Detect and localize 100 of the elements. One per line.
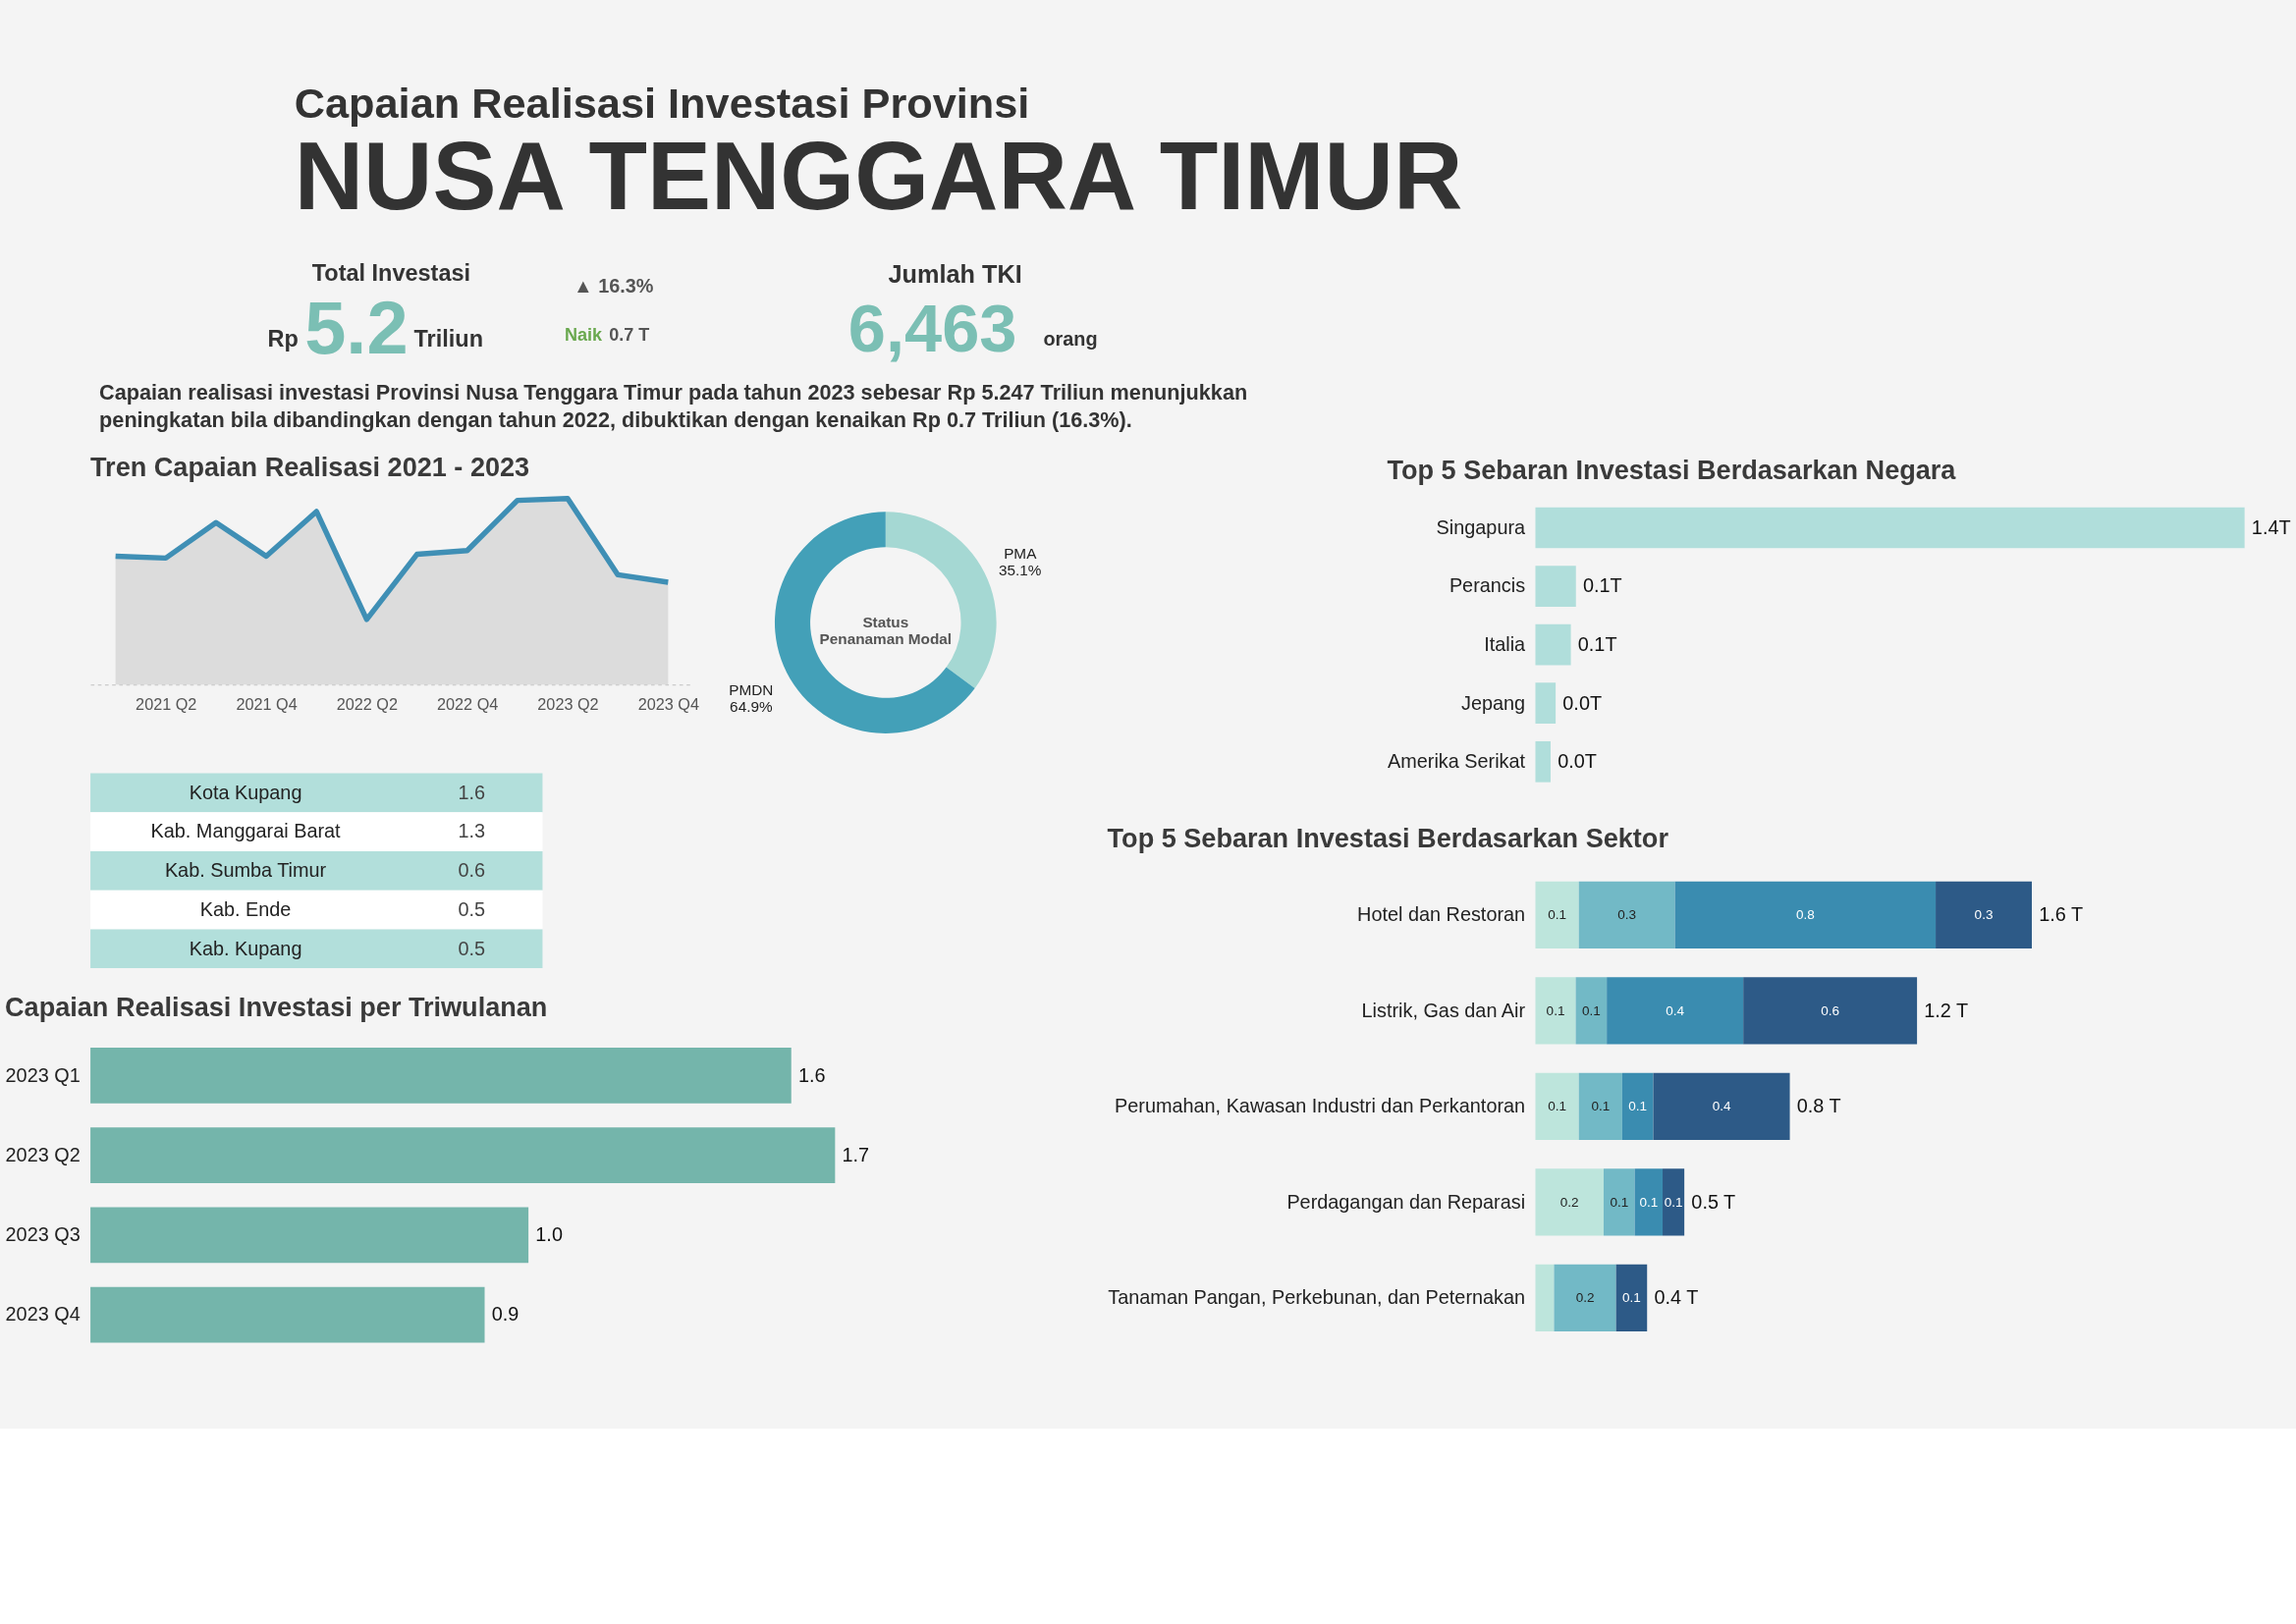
total-label: 0.8 T: [1796, 1095, 1841, 1117]
bar: [1554, 1264, 1616, 1332]
bar: [1603, 1168, 1635, 1236]
chart-title: Top 5 Sebaran Investasi Berdasarkan Negara: [1387, 454, 1957, 485]
data-label: 0.1: [1639, 1194, 1659, 1210]
data-label: 0.0T: [1562, 691, 1603, 714]
bar: [1535, 1168, 1604, 1236]
data-label: 0.2: [1575, 1290, 1595, 1306]
data-label: 64.9%: [730, 697, 773, 715]
text: ▲ 16.3%: [574, 275, 654, 298]
total-label: 1.6 T: [2039, 903, 2084, 926]
data-label: 0.3: [1617, 907, 1637, 923]
data-label: 35.1%: [999, 562, 1042, 579]
data-label: 0.1: [1610, 1194, 1629, 1210]
text: Jumlah TKI: [888, 260, 1022, 289]
donut-slice: [775, 512, 975, 733]
data-label: 0.1: [1581, 1002, 1601, 1018]
text: 5.2: [304, 285, 409, 369]
slice-label: PMDN: [729, 680, 774, 698]
y-tick-label: Jepang: [1460, 691, 1526, 714]
bar: [1535, 682, 1557, 725]
bar: [90, 1207, 529, 1264]
y-tick-label: Singapura: [1436, 515, 1527, 538]
data-label: 0.0T: [1558, 750, 1597, 773]
y-tick-label: Tanaman Pangan, Perkebunan, dan Peternakan: [1108, 1286, 1526, 1309]
chart-title: Tren Capaian Realisasi 2021 - 2023: [90, 452, 530, 483]
bar: [1743, 977, 1918, 1045]
bar: [1535, 740, 1551, 783]
bar: [1634, 1168, 1664, 1236]
total-label: 0.5 T: [1691, 1190, 1736, 1213]
data-label: 1.0: [535, 1223, 563, 1246]
data-label: 1.6: [458, 781, 486, 803]
y-tick-label: Perdagangan dan Reparasi: [1286, 1190, 1526, 1213]
data-label: 0.2: [1559, 1194, 1579, 1210]
data-label: 0.9: [491, 1303, 519, 1326]
bar: [1535, 566, 1576, 607]
y-tick-label: 2023 Q1: [5, 1063, 81, 1086]
data-label: 1.6: [797, 1063, 826, 1086]
data-label: 0.4: [1666, 1002, 1685, 1018]
data-label: 0.1: [1628, 1099, 1648, 1114]
data-label: 0.1T: [1577, 632, 1617, 655]
data-label: 0.1T: [1582, 574, 1622, 597]
bar: [1936, 881, 2032, 949]
x-tick-label: 2021 Q4: [236, 694, 298, 713]
data-label: 0.1: [1548, 1099, 1566, 1114]
category-label: Kota Kupang: [189, 781, 302, 803]
category-label: Kab. Sumba Timur: [164, 859, 327, 882]
y-tick-label: Amerika Serikat: [1388, 750, 1526, 773]
x-tick-label: 2023 Q4: [637, 694, 699, 713]
total-label: 1.2 T: [1924, 999, 1969, 1021]
bar: [1615, 1264, 1648, 1332]
y-tick-label: 2023 Q3: [5, 1223, 81, 1246]
total-label: 0.4 T: [1654, 1286, 1699, 1309]
bar: [1663, 1168, 1685, 1236]
bar: [90, 1286, 485, 1343]
bar: [1621, 1072, 1654, 1141]
text: Total Investasi: [311, 259, 471, 286]
text: 0.7 T: [609, 325, 650, 346]
data-label: 1.3: [458, 820, 486, 842]
text: Naik: [565, 325, 604, 346]
category-label: Kab. Ende: [199, 897, 292, 920]
data-label: 0.1: [1546, 1002, 1565, 1018]
x-tick-label: 2022 Q2: [336, 694, 399, 713]
data-label: 1.4T: [2251, 515, 2291, 538]
y-tick-label: 2023 Q4: [5, 1303, 81, 1326]
x-tick-label: 2022 Q4: [437, 694, 499, 713]
y-tick-label: Listrik, Gas dan Air: [1361, 999, 1526, 1021]
data-label: 0.6: [458, 859, 486, 882]
data-label: 0.1: [1664, 1194, 1683, 1210]
text: 6,463: [847, 290, 1017, 366]
category-label: Kab. Kupang: [189, 937, 302, 959]
data-label: 0.5: [458, 937, 486, 959]
data-label: 0.3: [1974, 907, 1994, 923]
data-label: 0.4: [1712, 1099, 1731, 1114]
bar: [1578, 881, 1675, 949]
bar: [1674, 881, 1937, 949]
category-label: Kab. Manggarai Barat: [150, 820, 342, 842]
data-label: 0.1: [1591, 1099, 1611, 1114]
y-tick-label: Perumahan, Kawasan Industri dan Perkantoran: [1115, 1095, 1526, 1117]
text: Capaian realisasi investasi Provinsi Nusa Tenggara Timur pada tahun 2023 sebesar Rp 5.247 Triliun menunjukkan peningkatan bila dibandingkan dengan tahun 2022, dibuktikan dengan kenaikan Rp 0.7 Triliun (16.3%).: [99, 379, 1248, 433]
bar: [90, 1047, 792, 1104]
data-label: 0.8: [1795, 907, 1815, 923]
text: Rp: [267, 326, 299, 352]
chart-title: Top 5 Sebaran Investasi Berdasarkan Sektor: [1107, 823, 1669, 854]
y-tick-label: Italia: [1484, 632, 1527, 655]
data-label: 1.7: [842, 1143, 870, 1165]
data-label: 0.5: [458, 897, 486, 920]
text: Status Penanaman Modal: [819, 613, 953, 647]
text: Triliun: [413, 326, 483, 352]
chart-title: Capaian Realisasi Investasi per Triwulanan: [5, 991, 548, 1022]
text: orang: [1043, 328, 1098, 351]
bar: [90, 1127, 836, 1184]
data-label: 0.1: [1622, 1290, 1641, 1306]
bar: [1535, 623, 1571, 666]
bar: [1535, 507, 2245, 549]
x-tick-label: 2021 Q2: [136, 694, 197, 713]
y-tick-label: Hotel dan Restoran: [1357, 903, 1526, 926]
bar: [1535, 881, 1579, 949]
bar: [1575, 977, 1608, 1045]
bar: [1535, 1072, 1579, 1141]
